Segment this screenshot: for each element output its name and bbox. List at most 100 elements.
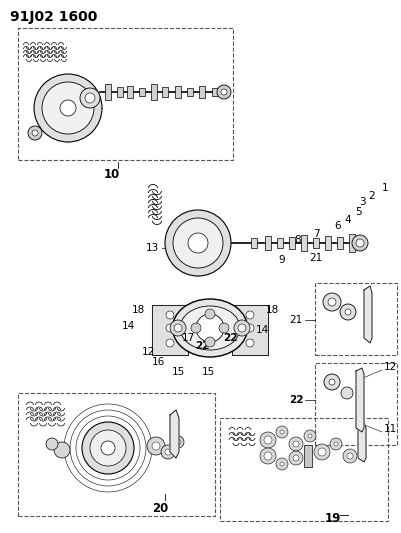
Circle shape [264,436,272,444]
Text: 17: 17 [181,333,194,343]
Circle shape [352,235,368,251]
Text: 91J02 1600: 91J02 1600 [10,10,97,24]
Circle shape [264,452,272,460]
Circle shape [328,298,336,306]
Circle shape [324,374,340,390]
Circle shape [345,309,351,315]
Text: 21: 21 [290,315,303,325]
Circle shape [329,379,335,385]
Circle shape [165,449,171,455]
Bar [127,86,133,98]
Circle shape [341,387,353,399]
Circle shape [340,304,356,320]
Text: 3: 3 [358,197,365,207]
Text: 12: 12 [383,362,397,372]
Polygon shape [170,410,179,458]
Text: 1: 1 [382,183,388,193]
Text: 14: 14 [255,325,269,335]
Text: 4: 4 [345,215,351,225]
Bar [315,363,397,445]
Bar [18,393,215,516]
Circle shape [217,85,231,99]
Text: 22: 22 [223,333,237,343]
Bar [325,236,331,250]
Text: 20: 20 [152,502,168,514]
Bar [315,283,397,355]
Circle shape [82,422,134,474]
Text: 2: 2 [369,191,375,201]
Circle shape [289,451,303,465]
Text: 13: 13 [146,243,159,253]
Ellipse shape [172,299,247,357]
Circle shape [172,436,184,448]
Circle shape [175,439,181,445]
Ellipse shape [180,306,240,350]
Circle shape [234,320,250,336]
Circle shape [90,430,126,466]
Bar [212,88,218,96]
Circle shape [334,442,338,446]
Text: 10: 10 [104,168,120,182]
Circle shape [196,314,224,342]
Bar [251,238,257,248]
Text: 7: 7 [313,229,319,239]
Text: 5: 5 [355,207,361,217]
Bar [220,418,388,521]
Polygon shape [364,286,372,343]
Polygon shape [358,422,366,462]
Text: 19: 19 [325,513,341,526]
Circle shape [260,432,276,448]
Circle shape [314,444,330,460]
Circle shape [166,324,174,332]
Circle shape [221,89,227,95]
Circle shape [152,442,160,450]
Polygon shape [232,305,268,355]
Circle shape [191,323,201,333]
Polygon shape [152,305,188,355]
Circle shape [161,445,175,459]
Circle shape [308,434,312,438]
Circle shape [238,324,246,332]
Circle shape [293,441,299,447]
Bar [105,84,111,100]
Bar [18,28,233,160]
Bar [277,238,283,248]
Circle shape [34,74,102,142]
Bar [289,237,295,249]
Circle shape [219,323,229,333]
Text: 14: 14 [122,321,135,331]
Bar [187,88,193,96]
Circle shape [289,437,303,451]
Circle shape [60,100,76,116]
Circle shape [304,430,316,442]
Circle shape [260,448,276,464]
Bar [349,234,355,252]
Text: 6: 6 [335,221,341,231]
Circle shape [166,311,174,319]
Circle shape [173,218,223,268]
Bar [162,87,168,97]
Circle shape [166,339,174,347]
Circle shape [80,88,100,108]
Circle shape [246,339,254,347]
Text: 15: 15 [171,367,184,377]
Text: 11: 11 [383,424,397,434]
Text: 9: 9 [279,255,286,265]
Bar [199,86,205,98]
Circle shape [101,441,115,455]
Circle shape [330,438,342,450]
Circle shape [147,437,165,455]
Text: 15: 15 [201,367,215,377]
Text: 16: 16 [151,357,165,367]
Circle shape [170,320,186,336]
Circle shape [54,442,70,458]
Bar [175,86,181,98]
Bar [337,237,343,249]
Bar [304,445,312,467]
Circle shape [356,239,364,247]
Circle shape [174,324,182,332]
Circle shape [276,458,288,470]
Polygon shape [356,368,364,432]
Circle shape [28,126,42,140]
Text: 12: 12 [142,347,155,357]
